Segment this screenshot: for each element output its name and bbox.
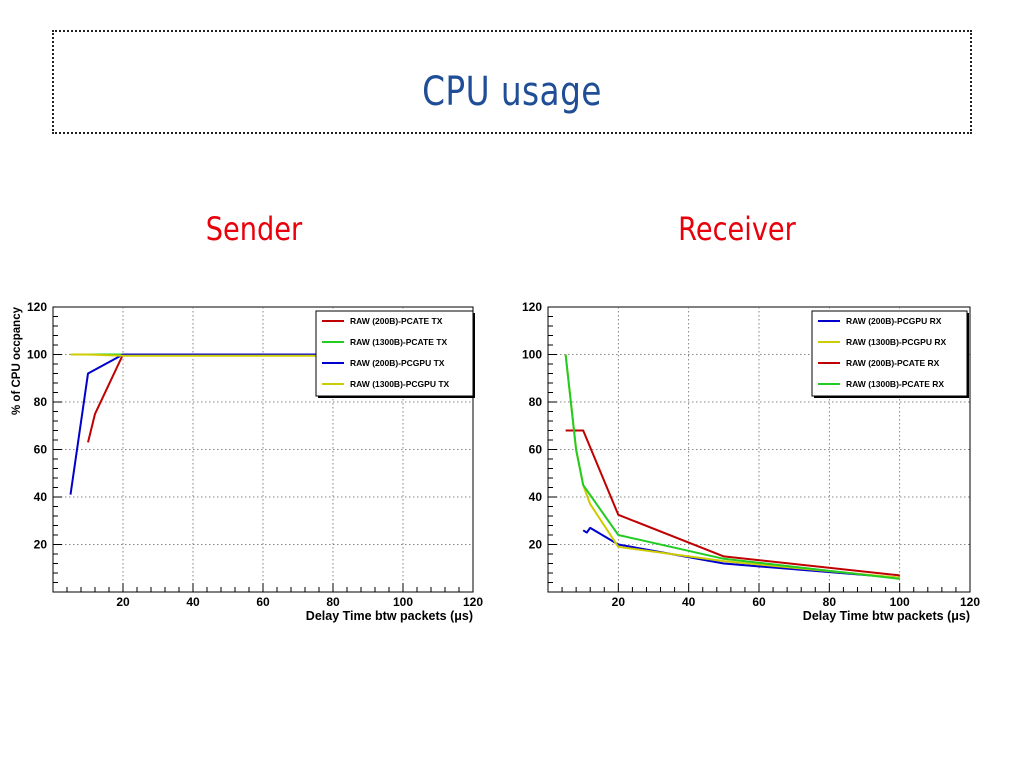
legend-label: RAW (200B)-PCATE RX (846, 358, 940, 368)
series-line-4 (564, 354, 900, 580)
x-tick-label: 20 (612, 595, 626, 609)
legend-box (811, 310, 968, 397)
legend-label: RAW (1300B)-PCGPU RX (846, 337, 946, 347)
y-tick-label: 120 (522, 300, 542, 314)
x-axis-label: Delay Time btw packets (μs) (803, 609, 970, 623)
title-box: CPU usage (52, 30, 972, 134)
y-tick-label: 40 (34, 490, 48, 504)
x-tick-label: 80 (326, 595, 340, 609)
legend-label: RAW (1300B)-PCATE RX (846, 379, 944, 389)
x-tick-label: 40 (186, 595, 200, 609)
y-tick-label: 60 (529, 443, 543, 457)
x-tick-label: 80 (823, 595, 837, 609)
y-tick-label: 100 (522, 348, 542, 362)
y-axis-label: % of CPU occpancy (11, 306, 23, 415)
x-tick-label: 60 (752, 595, 766, 609)
series-line-4 (70, 353, 316, 357)
y-tick-label: 20 (34, 538, 48, 552)
series-line-3 (69, 353, 316, 495)
legend-box (315, 310, 474, 397)
y-tick-label: 20 (529, 538, 543, 552)
x-tick-label: 100 (890, 595, 910, 609)
x-tick-label: 120 (463, 595, 483, 609)
x-tick-label: 60 (256, 595, 270, 609)
x-tick-label: 100 (393, 595, 413, 609)
y-tick-label: 100 (27, 348, 47, 362)
y-tick-label: 60 (34, 443, 48, 457)
legend-label: RAW (200B)-PCGPU RX (846, 316, 942, 326)
sender-title: Sender (205, 210, 303, 248)
x-tick-label: 40 (682, 595, 696, 609)
legend-label: RAW (200B)-PCGPU TX (350, 358, 445, 368)
series-line-1 (582, 526, 900, 579)
y-tick-label: 120 (27, 300, 47, 314)
x-tick-label: 20 (116, 595, 130, 609)
y-tick-label: 40 (529, 490, 543, 504)
page-title: CPU usage (422, 69, 602, 115)
x-tick-label: 120 (960, 595, 980, 609)
y-tick-label: 80 (529, 395, 543, 409)
legend-label: RAW (1300B)-PCATE TX (350, 337, 447, 347)
legend-label: RAW (1300B)-PCGPU TX (350, 379, 450, 389)
receiver-title: Receiver (678, 210, 796, 248)
legend-label: RAW (200B)-PCATE TX (350, 316, 443, 326)
x-axis-label: Delay Time btw packets (μs) (306, 609, 473, 623)
y-tick-label: 80 (34, 395, 48, 409)
